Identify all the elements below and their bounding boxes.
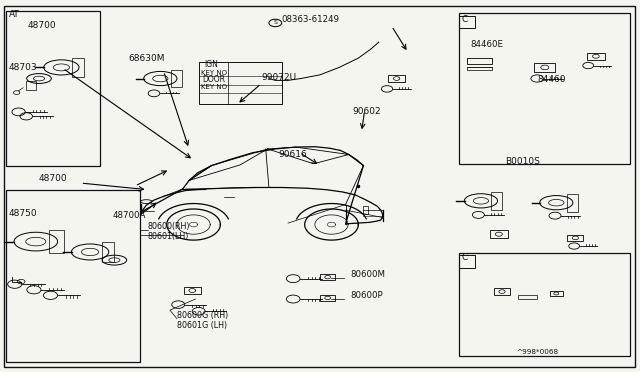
Bar: [102, 242, 114, 262]
Bar: [588, 53, 605, 60]
Text: C: C: [462, 253, 468, 262]
Bar: [467, 67, 492, 70]
Bar: [363, 206, 368, 214]
Bar: [388, 75, 405, 82]
Text: 08363-61249: 08363-61249: [282, 15, 340, 24]
Bar: [320, 295, 335, 301]
Text: KEY NO: KEY NO: [201, 70, 227, 76]
Text: 80600M: 80600M: [350, 270, 385, 279]
Text: S: S: [273, 20, 277, 25]
Text: 84460E: 84460E: [470, 40, 503, 49]
Bar: [490, 230, 508, 238]
Bar: [550, 291, 563, 296]
Text: 48700: 48700: [28, 21, 56, 31]
Text: 48700: 48700: [39, 174, 68, 183]
Bar: [49, 230, 64, 253]
Text: DOOR: DOOR: [202, 75, 225, 84]
Text: 80601(LH): 80601(LH): [148, 232, 189, 241]
Bar: [26, 81, 36, 90]
Bar: [6, 11, 100, 166]
Bar: [518, 295, 537, 299]
Text: AT: AT: [9, 10, 20, 19]
Text: B0010S: B0010S: [505, 157, 540, 166]
Bar: [534, 63, 555, 72]
Bar: [460, 253, 630, 356]
Text: 90616: 90616: [278, 150, 307, 159]
Text: 48703: 48703: [9, 63, 38, 72]
Text: 80600G (RH): 80600G (RH): [177, 311, 228, 320]
Text: KEY NO: KEY NO: [201, 84, 227, 90]
Text: 80600(RH): 80600(RH): [148, 222, 190, 231]
Bar: [568, 234, 584, 241]
Bar: [460, 254, 475, 267]
Bar: [171, 70, 182, 87]
Text: 48700A: 48700A: [113, 211, 146, 220]
Text: 90602: 90602: [352, 108, 381, 116]
Text: 80601G (LH): 80601G (LH): [177, 321, 227, 330]
Text: C: C: [462, 15, 468, 24]
Bar: [566, 194, 578, 212]
Text: ^998*0068: ^998*0068: [516, 349, 559, 355]
Bar: [6, 190, 140, 362]
Bar: [320, 274, 335, 280]
Text: 48750: 48750: [9, 208, 38, 218]
Text: 68630M: 68630M: [129, 54, 165, 63]
Bar: [460, 13, 630, 164]
Bar: [184, 287, 201, 294]
Bar: [72, 58, 84, 77]
Text: 80600P: 80600P: [350, 291, 383, 300]
Bar: [467, 58, 492, 64]
Text: 99072U: 99072U: [261, 73, 296, 82]
Text: IGN: IGN: [204, 60, 218, 69]
Bar: [198, 62, 282, 105]
Bar: [494, 288, 510, 295]
Bar: [491, 192, 502, 210]
Bar: [460, 16, 475, 29]
Text: 84460: 84460: [537, 75, 566, 84]
